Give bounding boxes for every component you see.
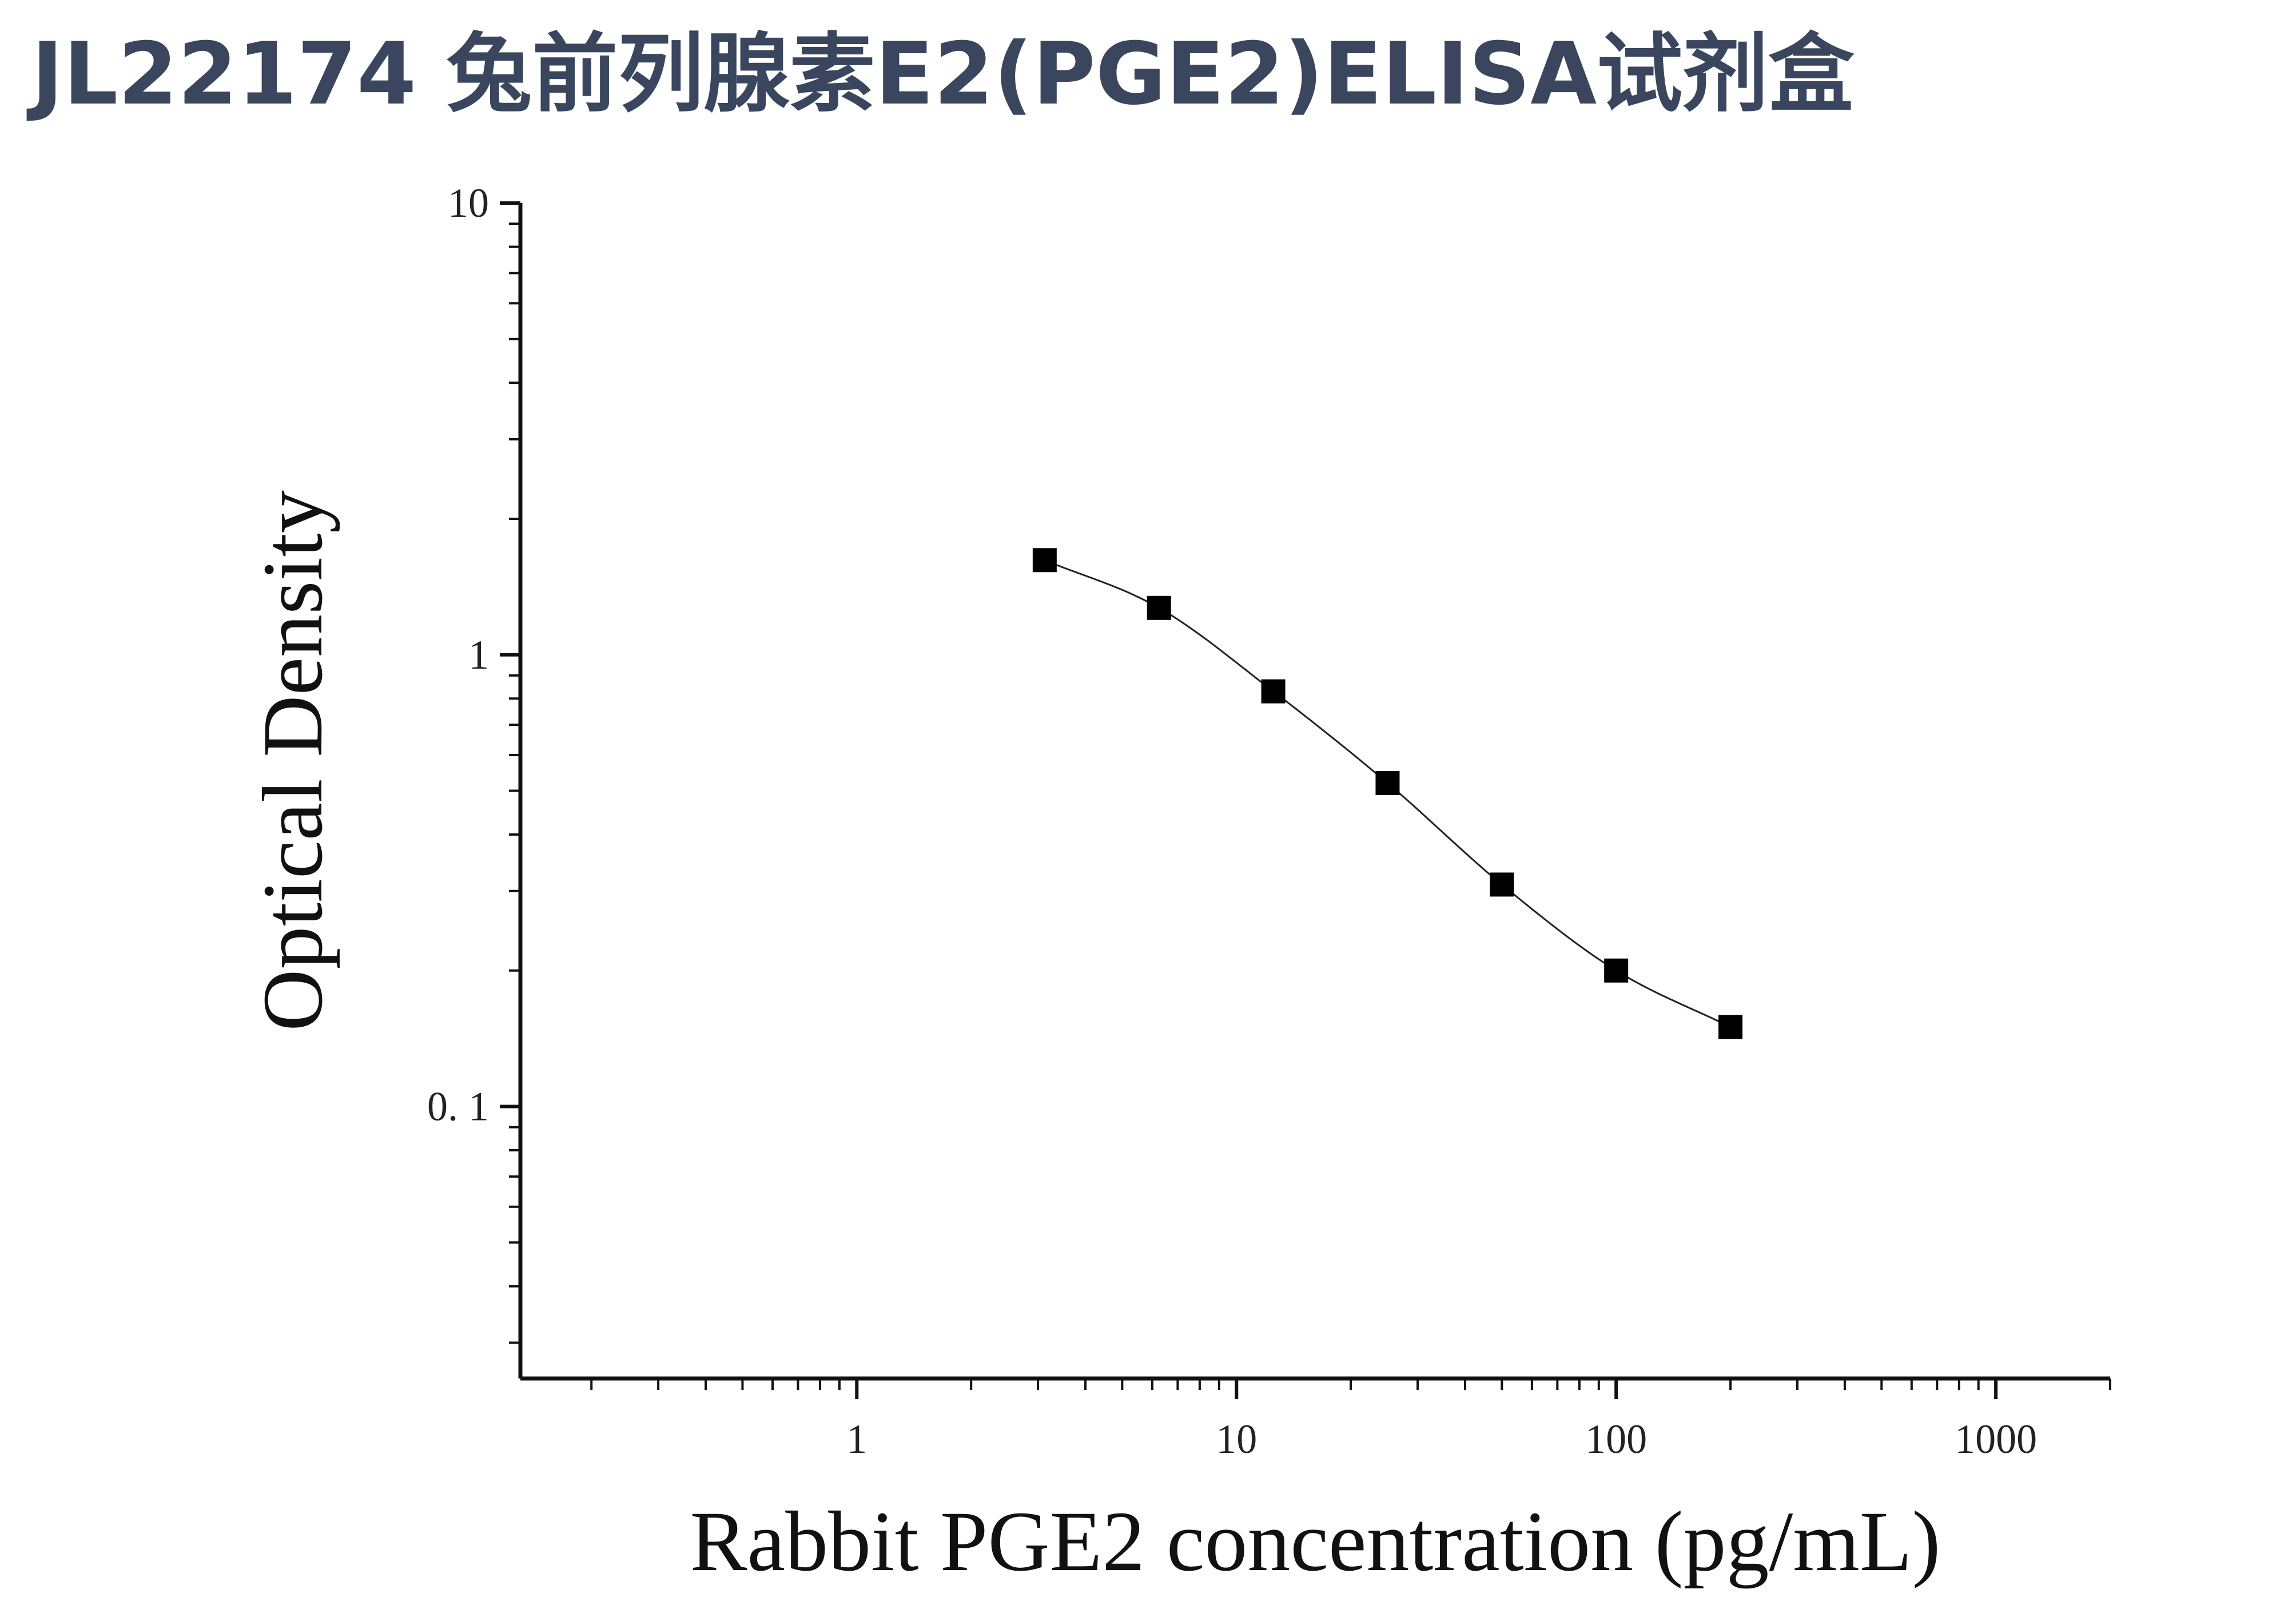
axis-labels: 10 1 0. 1 1 10 100 1000 Rabbit PGE2 concentrati… [245,180,2037,1589]
data-point [1490,872,1514,897]
x-axis-title: Rabbit PGE2 concentration (pg/mL) [690,1494,1940,1589]
page-title: JL22174 兔前列腺素E2(PGE2)ELISA试剂盒 [31,25,1855,124]
y-tick-label: 1 [468,632,489,678]
data-point [1375,771,1400,796]
y-tick-label: 0. 1 [427,1084,489,1130]
data-point [1261,679,1286,704]
data-points [1032,548,1743,1039]
data-point [1604,958,1629,983]
data-point [1147,595,1171,620]
data-point [1718,1015,1743,1039]
x-tick-label: 100 [1585,1416,1647,1462]
y-axis-title: Optical Density [245,490,340,1031]
data-point [1032,548,1057,573]
x-tick-label: 10 [1216,1416,1257,1462]
y-tick-label: 10 [448,180,489,226]
x-tick-label: 1 [846,1416,867,1462]
x-tick-label: 1000 [1955,1416,2037,1462]
axes [500,201,2111,1399]
